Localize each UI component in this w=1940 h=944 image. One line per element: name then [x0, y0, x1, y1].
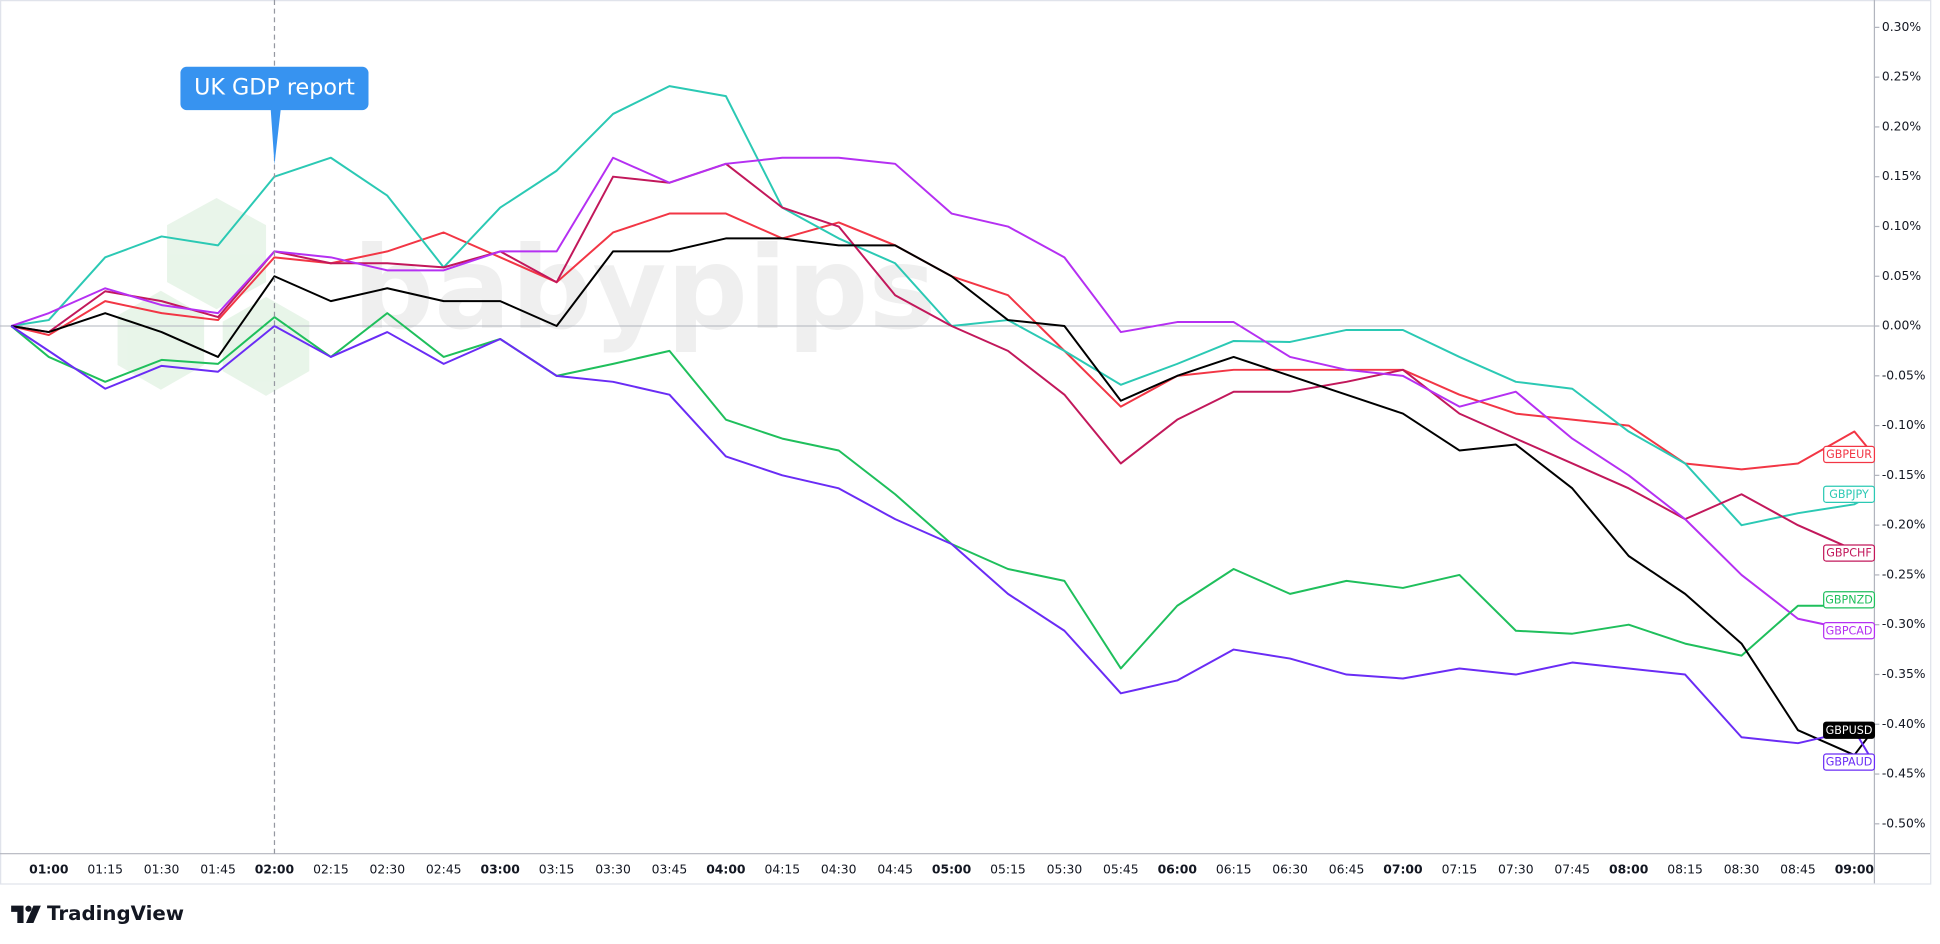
y-tick-label: -0.05% [1882, 368, 1926, 382]
legend-label: GBPAUD [1826, 756, 1873, 769]
x-tick-label: 05:15 [990, 862, 1026, 876]
legend-label: GBPUSD [1826, 724, 1873, 737]
x-tick-label: 01:30 [144, 862, 180, 876]
series-tag-box [1823, 721, 1876, 739]
series-tag-box [1823, 591, 1876, 609]
footer-text: TradingView [47, 902, 184, 925]
y-tick-label: -0.30% [1882, 617, 1926, 631]
series-line [10, 237, 1874, 757]
y-tick-label: -0.25% [1882, 567, 1926, 581]
x-tick-label: 08:30 [1724, 862, 1760, 876]
annotation-text: UK GDP report [194, 74, 355, 100]
x-tick-label: 08:00 [1609, 862, 1649, 876]
y-tick-label: 0.10% [1882, 219, 1922, 233]
x-tick-label: 06:00 [1158, 862, 1198, 876]
x-tick-label: 05:30 [1047, 862, 1083, 876]
x-tick-label: 06:45 [1329, 862, 1365, 876]
legend-label: GBPEUR [1826, 448, 1872, 461]
x-tick-label: 07:30 [1498, 862, 1534, 876]
legend-label: GBPCAD [1826, 624, 1873, 637]
y-tick-label: -0.20% [1882, 518, 1926, 532]
y-tick-label: 0.25% [1882, 70, 1922, 84]
legend-label: GBPJPY [1829, 488, 1869, 501]
x-tick-label: 02:15 [313, 862, 349, 876]
y-tick-label: -0.45% [1882, 767, 1926, 781]
series-line [10, 156, 1874, 632]
x-tick-label: 04:45 [877, 862, 913, 876]
x-tick-label: 06:30 [1272, 862, 1308, 876]
x-tick-label: 01:15 [87, 862, 123, 876]
x-tick-label: 03:45 [652, 862, 688, 876]
series-line [10, 325, 1875, 763]
y-tick-label: -0.10% [1882, 418, 1926, 432]
x-tick-label: 05:45 [1103, 862, 1139, 876]
series-tag-box [1823, 544, 1876, 562]
x-tick-label: 07:00 [1383, 862, 1423, 876]
x-tick-label: 02:45 [426, 862, 462, 876]
x-tick-label: 04:15 [764, 862, 800, 876]
x-tick-label: 07:15 [1442, 862, 1478, 876]
x-tick-label: 03:00 [480, 862, 520, 876]
x-tick-label: 08:45 [1780, 862, 1816, 876]
y-tick-label: -0.40% [1882, 717, 1926, 731]
x-tick-label: 01:00 [29, 862, 69, 876]
series-tag-box [1823, 622, 1876, 640]
x-tick-label: 04:30 [821, 862, 857, 876]
y-tick-label: 0.30% [1882, 20, 1922, 34]
series-tag-box [1823, 485, 1876, 503]
x-tick-label: 02:30 [370, 862, 406, 876]
y-tick-label: 0.15% [1882, 169, 1922, 183]
y-tick-label: -0.15% [1882, 468, 1926, 482]
legend-label: GBPNZD [1825, 593, 1872, 606]
y-tick-label: -0.50% [1882, 816, 1926, 830]
x-tick-label: 05:00 [932, 862, 972, 876]
chart-frame [0, 0, 1932, 885]
x-tick-label: 03:30 [595, 862, 631, 876]
x-tick-label: 06:15 [1216, 862, 1252, 876]
series-tag-box [1823, 445, 1876, 464]
x-tick-label: 08:15 [1667, 862, 1703, 876]
x-tick-label: 02:00 [255, 862, 295, 876]
x-tick-label: 03:15 [539, 862, 575, 876]
series-tag-box [1823, 753, 1876, 771]
x-tick-label: 04:00 [706, 862, 746, 876]
x-tick-label: 01:45 [200, 862, 236, 876]
annotation-bubble [180, 66, 369, 165]
x-tick-label: 09:00 [1835, 862, 1875, 876]
footer-logo [11, 905, 41, 923]
y-tick-label: 0.20% [1882, 119, 1922, 133]
legend-label: GBPCHF [1826, 547, 1872, 560]
series-line [10, 162, 1874, 555]
y-tick-label: -0.35% [1882, 667, 1926, 681]
x-tick-label: 07:45 [1554, 862, 1590, 876]
y-tick-label: 0.00% [1882, 319, 1922, 333]
watermark: babypips [353, 222, 937, 355]
y-tick-label: 0.05% [1882, 269, 1922, 283]
